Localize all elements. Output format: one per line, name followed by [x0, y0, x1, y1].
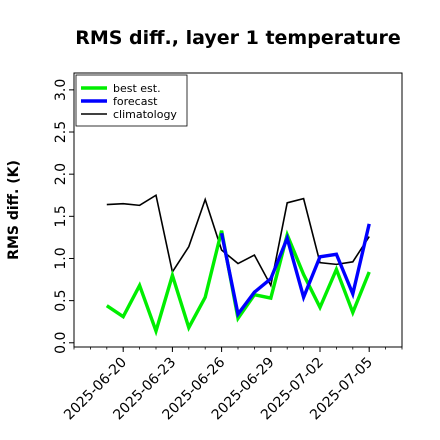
chart-title: RMS diff., layer 1 temperature: [75, 27, 401, 49]
y-tick-label: 3.0: [53, 79, 69, 101]
y-axis-label: RMS diff. (K): [6, 160, 22, 260]
y-axis-ticks: 0.0 0.5 1.0 1.5 2.0 2.5 3.0: [53, 79, 74, 354]
y-tick-label: 2.5: [53, 121, 69, 143]
y-tick-label: 0.0: [53, 332, 69, 354]
y-tick-label: 0.5: [53, 289, 69, 311]
series-line-best-est: [105, 229, 371, 337]
plot-series-group: [105, 193, 371, 337]
legend-entry: climatology: [113, 108, 177, 121]
series-line-climatology: [106, 193, 370, 288]
series-line-forecast: [219, 223, 371, 319]
legend-entry: best est.: [113, 82, 161, 95]
y-tick-label: 2.0: [53, 163, 69, 185]
y-tick-label: 1.0: [53, 247, 69, 269]
legend-entry: forecast: [113, 95, 158, 108]
x-axis-ticks: 2025-06-202025-06-232025-06-262025-06-29…: [61, 347, 403, 423]
y-tick-label: 1.5: [53, 205, 69, 227]
